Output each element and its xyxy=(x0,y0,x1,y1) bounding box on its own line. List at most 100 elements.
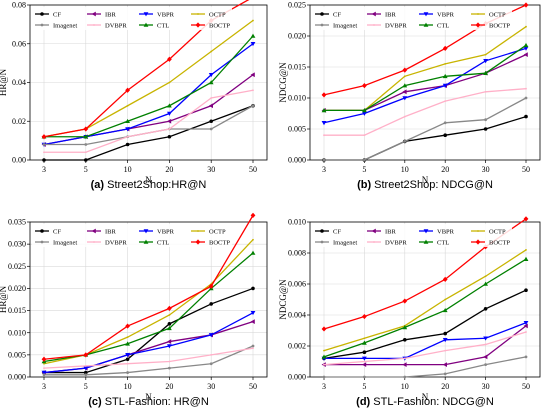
data-point xyxy=(252,347,254,350)
data-point xyxy=(167,56,172,62)
legend-label: BOCTP xyxy=(209,22,230,29)
y-tick-label: 0.04 xyxy=(12,78,26,87)
series-imagenet xyxy=(322,355,528,379)
data-point xyxy=(168,360,171,363)
data-point xyxy=(84,158,88,162)
data-point xyxy=(167,305,172,311)
data-point xyxy=(444,63,447,65)
legend-label: VBPR xyxy=(157,228,175,235)
data-point xyxy=(167,103,172,108)
x-tick-label: 3 xyxy=(42,165,46,174)
data-point xyxy=(402,298,408,304)
legend-marker xyxy=(197,230,199,232)
data-point xyxy=(323,349,325,352)
legend-label: CTL xyxy=(437,239,449,246)
legend-marker xyxy=(320,229,324,233)
data-point xyxy=(483,307,488,311)
series-cf xyxy=(322,114,528,162)
data-point xyxy=(83,366,89,371)
legend-label: Imagenet xyxy=(333,239,357,246)
series-vbpr xyxy=(41,310,256,375)
data-point xyxy=(167,111,172,116)
legend-label: BOCTP xyxy=(209,239,230,246)
data-point xyxy=(402,83,408,88)
legend-marker xyxy=(423,12,429,17)
y-tick-label: 0.005 xyxy=(8,350,26,359)
y-tick-label: 0.000 xyxy=(288,373,306,382)
legend-label: CF xyxy=(53,228,61,235)
series-line xyxy=(43,43,254,146)
legend-label: CF xyxy=(333,228,341,235)
series-line xyxy=(324,54,527,112)
data-point xyxy=(125,323,130,329)
series-boctp xyxy=(41,212,256,362)
data-point xyxy=(523,2,529,8)
data-point xyxy=(483,354,488,360)
data-point xyxy=(523,216,529,222)
data-point xyxy=(168,314,171,316)
chart-panel-2: 0.000 0.005 0.010 0.015 0.020 0.025 3 5 10 20 30 50… xyxy=(278,1,541,191)
data-point xyxy=(362,362,367,367)
data-point xyxy=(125,118,130,124)
data-point xyxy=(210,50,213,53)
data-point xyxy=(525,25,527,28)
data-point xyxy=(523,42,529,48)
x-tick-label: 30 xyxy=(482,382,490,391)
data-point xyxy=(363,134,366,137)
legend-marker xyxy=(197,13,199,15)
legend-label: DVBPR xyxy=(105,22,127,29)
data-point xyxy=(484,53,487,56)
chart-panel-4: 0.000 0.002 0.004 0.006 0.008 0.010 3 5 10 20 30 50… xyxy=(278,216,541,408)
data-point xyxy=(126,104,129,107)
y-tick-label: 0.00 xyxy=(12,156,26,165)
y-tick-label: 0.000 xyxy=(288,156,306,165)
data-point xyxy=(84,143,88,146)
y-tick-label: 0.004 xyxy=(288,311,306,320)
data-point xyxy=(524,96,528,100)
data-point xyxy=(483,281,488,286)
series-vbpr xyxy=(321,46,529,126)
data-point xyxy=(402,362,407,367)
caption-letter: (c) xyxy=(88,396,102,408)
data-point xyxy=(484,363,487,366)
legend-marker xyxy=(143,22,149,27)
y-tick-label: 0.005 xyxy=(288,125,306,134)
data-point xyxy=(483,127,488,131)
legend-label: DVBPR xyxy=(385,239,407,246)
series-line xyxy=(44,105,254,161)
data-point xyxy=(41,134,47,140)
legend-marker xyxy=(373,24,375,26)
legend-label: DVBPR xyxy=(105,239,127,246)
data-point xyxy=(41,370,47,375)
x-tick-label: 5 xyxy=(362,382,366,391)
series-line xyxy=(324,88,527,136)
data-point xyxy=(523,256,529,261)
series-line xyxy=(44,287,254,374)
legend-marker xyxy=(143,229,149,234)
data-point xyxy=(484,275,487,278)
data-point xyxy=(208,283,214,289)
data-point xyxy=(167,325,172,331)
series-ibr xyxy=(41,72,255,147)
y-tick-label: 0.015 xyxy=(8,306,26,315)
x-tick-label: 20 xyxy=(165,382,173,391)
data-point xyxy=(402,96,408,101)
x-axis-title: N xyxy=(145,175,152,185)
x-tick-label: 50 xyxy=(522,165,530,174)
caption-text: STL-Fashion: HR@N xyxy=(102,396,209,408)
legend-label: OCTP xyxy=(209,11,226,18)
legend-label: OCTP xyxy=(209,228,226,235)
data-point xyxy=(125,357,130,362)
caption-text: Street2Shop:HR@N xyxy=(104,179,206,191)
data-point xyxy=(523,323,528,329)
data-point xyxy=(362,108,367,113)
legend-marker xyxy=(40,23,44,27)
data-point xyxy=(363,158,366,162)
legend-marker xyxy=(423,22,429,27)
y-tick-label: 0.020 xyxy=(288,32,306,41)
data-point xyxy=(443,372,447,376)
legend-marker xyxy=(320,240,324,244)
x-tick-label: 30 xyxy=(482,165,490,174)
legend-label: CF xyxy=(53,11,61,18)
data-point xyxy=(208,72,214,78)
